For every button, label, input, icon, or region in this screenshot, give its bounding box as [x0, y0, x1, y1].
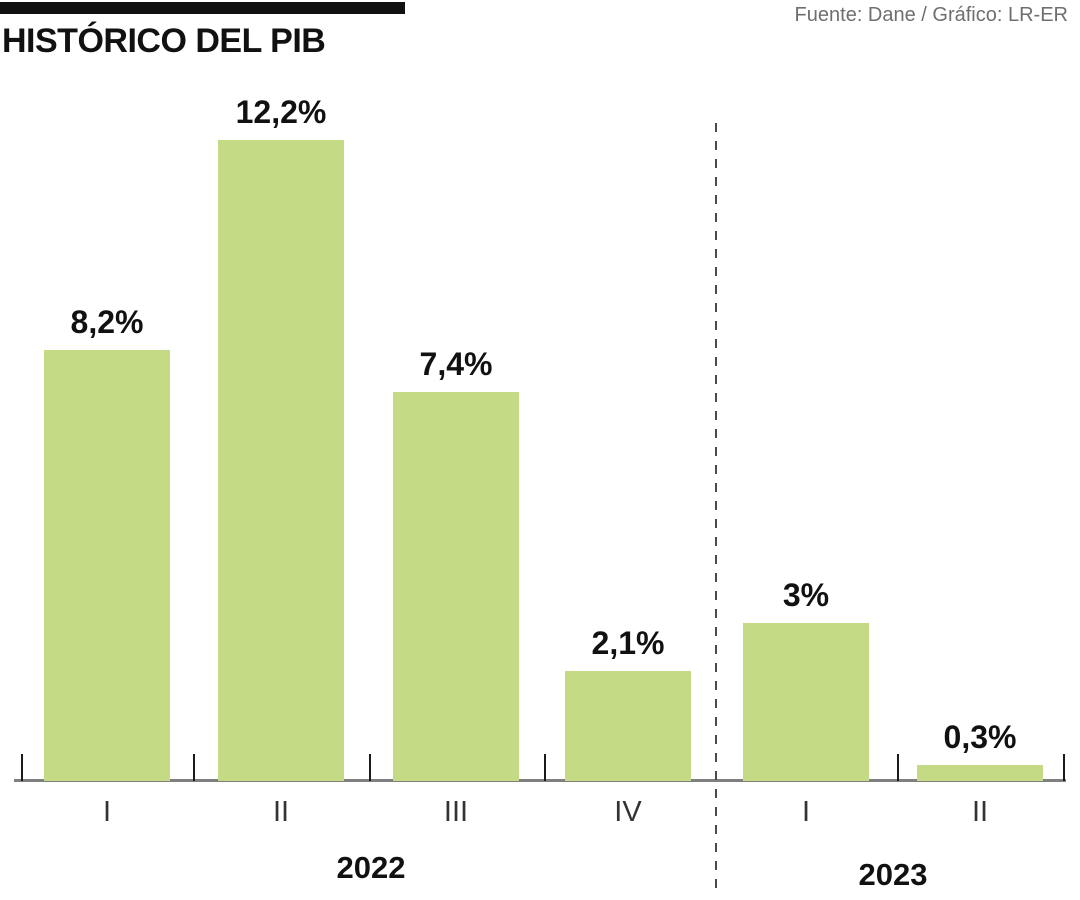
x-axis-line	[14, 779, 1066, 782]
bar-value-label: 3%	[782, 577, 830, 613]
year-label-2023: 2023	[858, 857, 928, 892]
x-axis-tick-label: II	[971, 796, 989, 828]
x-axis-tick-label: III	[443, 796, 469, 828]
bar-value-label: 2,1%	[591, 625, 665, 661]
bar-value-label: 8,2%	[70, 304, 144, 340]
year-divider-dashed-line	[715, 123, 717, 895]
axis-tick	[369, 754, 371, 781]
x-axis-tick-label: IV	[614, 796, 642, 828]
x-axis-tick-label: I	[801, 796, 811, 828]
axis-tick	[544, 754, 546, 781]
bar-2022-III	[393, 392, 519, 781]
bar-2022-IV	[565, 671, 691, 781]
bar-2023-I	[743, 623, 869, 781]
source-credit: Fuente: Dane / Gráfico: LR-ER	[794, 4, 1068, 26]
title-accent-bar	[0, 2, 405, 14]
x-axis-tick-label: I	[102, 796, 112, 828]
axis-tick	[897, 754, 899, 781]
axis-tick	[21, 754, 23, 781]
axis-tick	[193, 754, 195, 781]
bar-value-label: 12,2%	[235, 94, 327, 130]
x-axis-tick-label: II	[272, 796, 290, 828]
bar-2022-II	[218, 140, 344, 781]
bar-2023-II	[917, 765, 1043, 781]
bar-value-label: 0,3%	[943, 719, 1017, 755]
axis-tick	[1063, 754, 1065, 781]
year-label-2022: 2022	[336, 850, 406, 885]
bar-2022-I	[44, 350, 170, 781]
chart-title: HISTÓRICO DEL PIB	[2, 22, 326, 60]
bar-value-label: 7,4%	[419, 346, 493, 382]
